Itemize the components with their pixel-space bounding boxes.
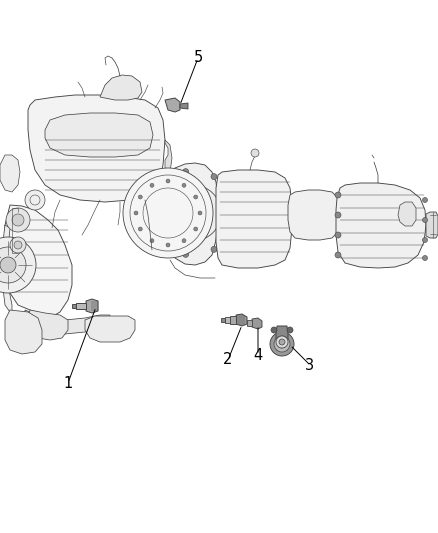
Polygon shape: [221, 318, 225, 322]
Polygon shape: [236, 314, 247, 326]
Circle shape: [138, 195, 142, 199]
Circle shape: [158, 237, 164, 243]
Polygon shape: [398, 202, 416, 226]
Polygon shape: [288, 190, 340, 240]
Circle shape: [423, 198, 427, 203]
Polygon shape: [0, 155, 20, 192]
Circle shape: [335, 252, 341, 258]
Circle shape: [185, 205, 201, 221]
Circle shape: [138, 227, 142, 231]
Circle shape: [150, 239, 154, 243]
Circle shape: [6, 208, 30, 232]
Text: 1: 1: [64, 376, 73, 391]
Polygon shape: [225, 317, 230, 323]
Polygon shape: [5, 205, 72, 315]
Circle shape: [0, 257, 16, 273]
Text: 2: 2: [223, 352, 233, 367]
Circle shape: [278, 340, 286, 348]
Polygon shape: [28, 310, 68, 340]
Polygon shape: [336, 183, 426, 268]
Circle shape: [194, 195, 198, 199]
Text: 3: 3: [305, 358, 314, 373]
Circle shape: [335, 232, 341, 238]
Circle shape: [0, 247, 26, 283]
Polygon shape: [252, 318, 262, 329]
Polygon shape: [230, 316, 236, 324]
Circle shape: [279, 339, 285, 345]
Circle shape: [287, 327, 293, 333]
Circle shape: [230, 196, 236, 201]
Circle shape: [158, 183, 164, 189]
Circle shape: [134, 211, 138, 215]
Polygon shape: [25, 310, 110, 334]
Polygon shape: [5, 310, 42, 354]
Circle shape: [166, 179, 170, 183]
Circle shape: [12, 214, 24, 226]
Circle shape: [183, 252, 189, 257]
Circle shape: [194, 227, 198, 231]
Circle shape: [423, 217, 427, 222]
Polygon shape: [86, 299, 98, 313]
Circle shape: [276, 336, 288, 348]
Polygon shape: [165, 98, 180, 112]
Circle shape: [251, 149, 259, 157]
Circle shape: [183, 168, 189, 175]
Polygon shape: [45, 113, 153, 157]
Circle shape: [230, 224, 236, 230]
Polygon shape: [426, 212, 438, 238]
Polygon shape: [2, 225, 12, 315]
Circle shape: [270, 332, 294, 356]
Circle shape: [211, 174, 217, 180]
Circle shape: [14, 241, 22, 249]
Polygon shape: [72, 304, 76, 308]
Polygon shape: [100, 75, 142, 100]
Circle shape: [0, 237, 36, 293]
Circle shape: [25, 190, 45, 210]
Circle shape: [166, 243, 170, 247]
Circle shape: [335, 192, 341, 198]
Circle shape: [198, 211, 202, 215]
Circle shape: [165, 185, 221, 241]
Polygon shape: [216, 170, 292, 268]
Text: 4: 4: [253, 348, 263, 362]
Polygon shape: [28, 95, 165, 202]
Polygon shape: [180, 103, 188, 109]
Circle shape: [182, 183, 186, 187]
Circle shape: [423, 238, 427, 243]
Polygon shape: [247, 320, 252, 326]
Polygon shape: [167, 163, 218, 265]
Circle shape: [10, 237, 26, 253]
Circle shape: [150, 183, 154, 187]
Circle shape: [123, 168, 213, 258]
Polygon shape: [165, 140, 172, 178]
Text: 5: 5: [193, 51, 203, 66]
Polygon shape: [76, 303, 86, 309]
Circle shape: [423, 255, 427, 261]
Polygon shape: [276, 326, 288, 350]
Circle shape: [335, 212, 341, 218]
Circle shape: [182, 239, 186, 243]
Circle shape: [274, 336, 290, 352]
Polygon shape: [85, 316, 135, 342]
Circle shape: [148, 210, 154, 216]
Circle shape: [211, 246, 217, 252]
Circle shape: [271, 327, 277, 333]
